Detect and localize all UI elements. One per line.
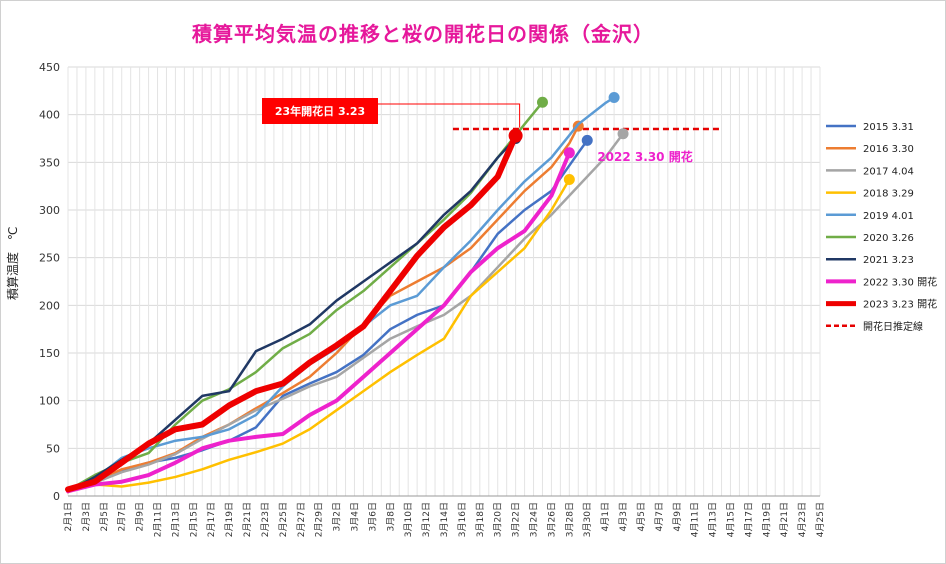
annotation-box-2023 xyxy=(262,98,378,124)
series-line-5 xyxy=(66,101,544,492)
y-tick-label: 200 xyxy=(39,299,60,312)
x-tick-label: 4月23日 xyxy=(797,502,808,537)
legend-label-1: 2016 3.30 xyxy=(863,144,914,155)
x-tick-label: 2月9日 xyxy=(135,502,146,531)
legend-label-6: 2021 3.23 xyxy=(863,255,914,266)
x-tick-label: 2月27日 xyxy=(296,502,307,537)
y-tick-label: 400 xyxy=(39,109,60,122)
legend-label-threshold: 開花日推定線 xyxy=(863,320,923,333)
x-tick-label: 2月25日 xyxy=(278,502,289,537)
series-line-1 xyxy=(66,124,580,494)
y-tick-label: 350 xyxy=(39,156,60,169)
x-tick-label: 3月14日 xyxy=(439,502,450,537)
x-tick-label: 3月22日 xyxy=(511,502,522,537)
x-tick-label: 3月28日 xyxy=(564,502,575,537)
x-tick-label: 4月13日 xyxy=(708,502,719,537)
legend-label-8: 2023 3.23 開花 xyxy=(863,298,937,311)
annotation-leader-line xyxy=(322,103,521,128)
chart-title: 積算平均気温の推移と桜の開花日の関係（金沢） xyxy=(192,22,654,46)
y-tick-label: 50 xyxy=(46,442,60,455)
series-end-marker-4 xyxy=(608,92,620,104)
x-tick-label: 2月13日 xyxy=(170,502,181,537)
series-line-4 xyxy=(66,96,616,493)
x-tick-label: 2月7日 xyxy=(117,502,128,531)
x-ticks: 2月1日 2月3日 2月5日 2月7日 2月9日 2月11日 2月13日 2月15日 2月17日… xyxy=(63,502,826,537)
legend-label-5: 2020 3.26 xyxy=(863,233,914,244)
x-tick-label: 2月3日 xyxy=(81,502,92,531)
x-tick-label: 4月3日 xyxy=(618,502,629,531)
x-tick-label: 4月9日 xyxy=(672,502,683,531)
series-end-marker-8 xyxy=(508,128,523,143)
legend-label-0: 2015 3.31 xyxy=(863,122,914,133)
x-tick-label: 3月26日 xyxy=(546,502,557,537)
series-line-3 xyxy=(66,178,571,493)
x-tick-label: 4月25日 xyxy=(815,502,826,537)
annotation-label-2022: 2022 3.30 開花 xyxy=(597,149,692,164)
series-end-marker-5 xyxy=(536,96,548,108)
x-tick-label: 3月18日 xyxy=(475,502,486,537)
x-tick-label: 4月17日 xyxy=(743,502,754,537)
series-group xyxy=(65,92,629,494)
x-tick-label: 2月11日 xyxy=(153,502,164,537)
y-tick-label: 0 xyxy=(53,490,60,503)
y-tick-label: 100 xyxy=(39,395,60,408)
x-tick-label: 2月23日 xyxy=(260,502,271,537)
legend-label-4: 2019 4.01 xyxy=(863,211,914,222)
y-ticks: 0 50 100 150 200 250 300 350 400 450 xyxy=(39,61,60,503)
x-tick-label: 4月7日 xyxy=(654,502,665,531)
legend-label-7: 2022 3.30 開花 xyxy=(863,275,937,288)
series-line-2 xyxy=(66,132,625,493)
series-end-marker-7 xyxy=(563,147,575,159)
x-tick-label: 3月20日 xyxy=(493,502,504,537)
x-tick-label: 2月29日 xyxy=(314,502,325,537)
x-tick-label: 2月1日 xyxy=(63,502,74,531)
series-line-7 xyxy=(66,150,572,494)
x-tick-label: 2月15日 xyxy=(188,502,199,537)
x-tick-label: 3月4日 xyxy=(349,502,360,531)
x-tick-label: 3月10日 xyxy=(403,502,414,537)
x-tick-label: 2月19日 xyxy=(224,502,235,537)
grid xyxy=(67,66,821,497)
x-tick-label: 4月11日 xyxy=(690,502,701,537)
x-tick-label: 3月12日 xyxy=(421,502,432,537)
x-tick-label: 3月2日 xyxy=(332,502,343,531)
y-tick-label: 150 xyxy=(39,347,60,360)
x-tick-label: 4月5日 xyxy=(636,502,647,531)
series-end-marker-2 xyxy=(617,128,629,140)
y-tick-label: 450 xyxy=(39,61,60,74)
x-tick-label: 4月15日 xyxy=(725,502,736,537)
x-tick-label: 3月24日 xyxy=(529,502,540,537)
x-tick-label: 4月19日 xyxy=(761,502,772,537)
x-tick-label: 4月21日 xyxy=(779,502,790,537)
y-tick-label: 300 xyxy=(39,204,60,217)
x-tick-label: 3月6日 xyxy=(367,502,378,531)
series-line-8 xyxy=(65,132,519,493)
legend-label-3: 2018 3.29 xyxy=(863,189,914,200)
series-end-marker-3 xyxy=(563,173,575,185)
x-tick-label: 2月5日 xyxy=(99,502,110,531)
x-tick-label: 2月17日 xyxy=(206,502,217,537)
series-end-marker-0 xyxy=(581,134,593,146)
annotation-label-2023: 23年開花日 3.23 xyxy=(275,104,365,118)
annotations: 23年開花日 3.23 2022 3.30 開花 xyxy=(262,98,693,164)
legend: 2015 3.31 2016 3.30 2017 4.04 2018 3.29 2019… xyxy=(826,122,937,333)
x-tick-label: 3月16日 xyxy=(457,502,468,537)
x-tick-label: 3月30日 xyxy=(582,502,593,537)
x-tick-label: 2月21日 xyxy=(242,502,253,537)
legend-label-2: 2017 4.04 xyxy=(863,166,914,177)
y-tick-label: 250 xyxy=(39,252,60,265)
x-tick-label: 4月1日 xyxy=(600,502,611,531)
x-tick-label: 3月8日 xyxy=(385,502,396,531)
